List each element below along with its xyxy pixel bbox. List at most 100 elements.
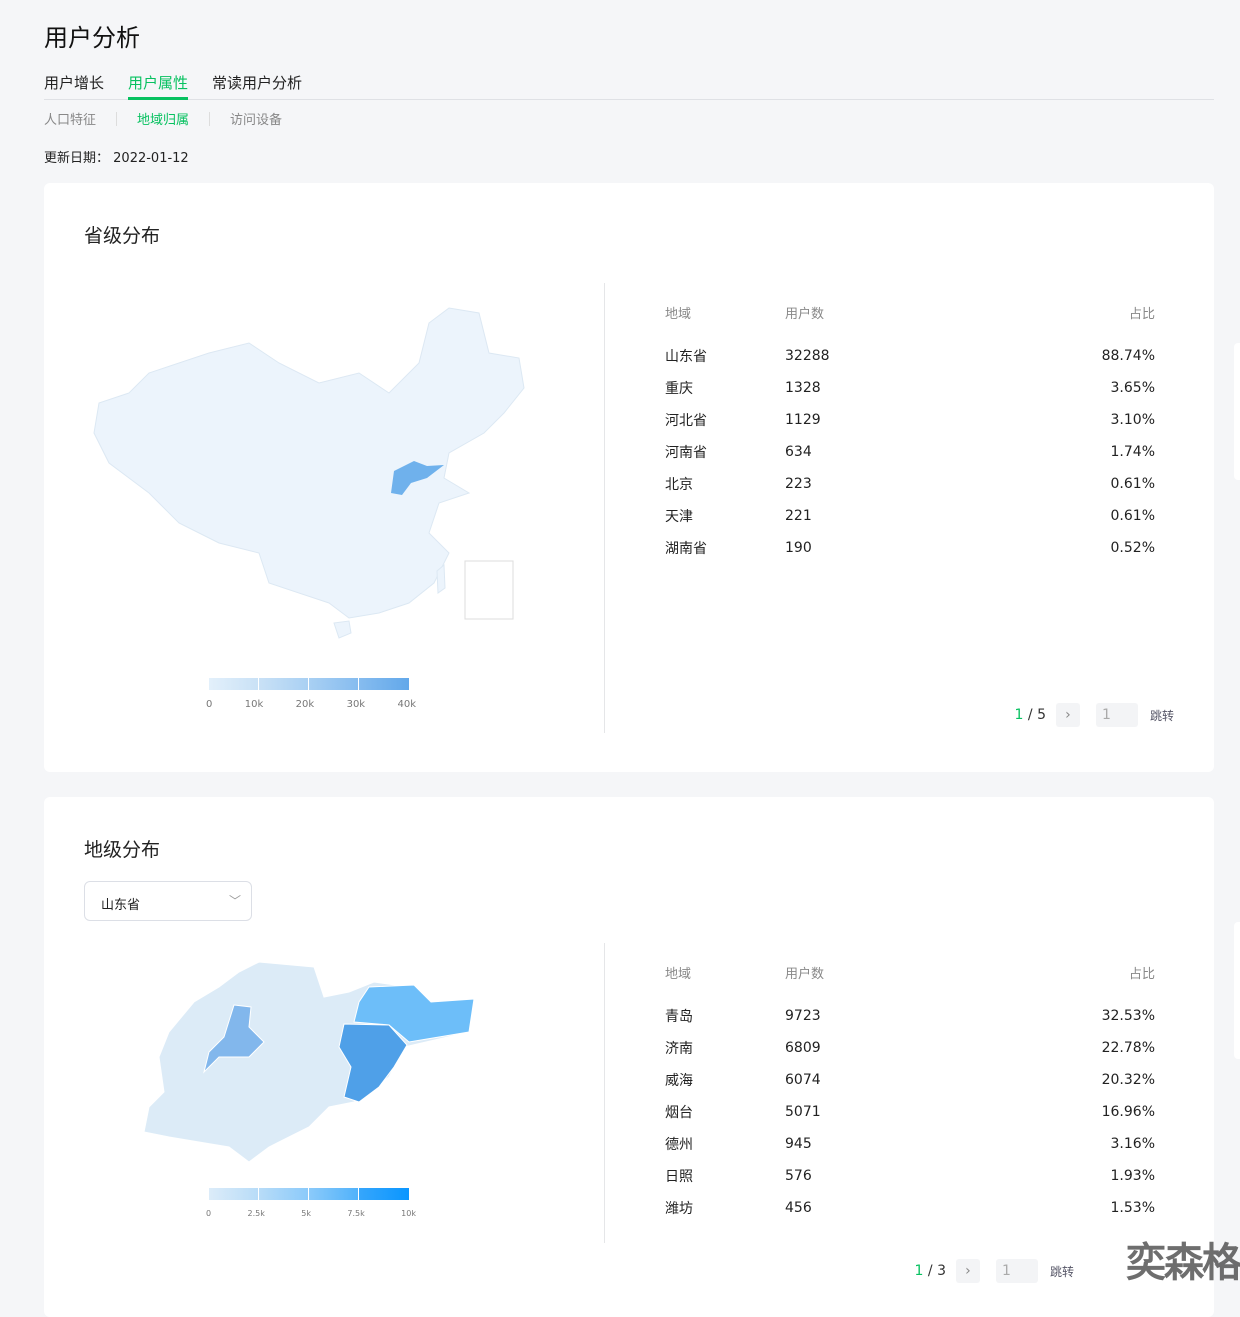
cell-ratio: 1.74% xyxy=(1110,444,1155,460)
divider xyxy=(604,943,605,1243)
subtab-devices[interactable]: 访问设备 xyxy=(230,113,283,128)
table-row: 济南 6809 22.78% xyxy=(665,1032,1155,1064)
cell-ratio: 3.65% xyxy=(1110,380,1155,396)
city-table: 地域 用户数 占比 青岛 9723 32.53% 济南 6809 22.78% 威海 6074 20… xyxy=(665,956,1155,1224)
hainan xyxy=(333,620,352,639)
china-map[interactable] xyxy=(89,303,529,643)
south-sea-inset xyxy=(464,560,514,620)
page-jump-input[interactable]: 1 xyxy=(995,1259,1038,1283)
cell-ratio: 1.53% xyxy=(1110,1200,1155,1216)
cell-users: 190 xyxy=(785,540,812,556)
header-region: 地域 xyxy=(665,966,692,982)
divider xyxy=(209,111,211,126)
table-header: 地域 用户数 占比 xyxy=(665,296,1155,328)
table-row: 北京 223 0.61% xyxy=(665,468,1155,500)
city-legend xyxy=(209,1188,410,1200)
cell-users: 6074 xyxy=(785,1072,821,1088)
table-row: 河南省 634 1.74% xyxy=(665,436,1155,468)
cell-region: 威海 xyxy=(665,1073,693,1089)
legend-seg xyxy=(309,1188,359,1200)
cell-ratio: 0.61% xyxy=(1110,476,1155,492)
cell-ratio: 16.96% xyxy=(1101,1104,1155,1120)
cell-ratio: 20.32% xyxy=(1101,1072,1155,1088)
tick: 7.5k xyxy=(347,1209,365,1218)
yantai-weihai xyxy=(353,984,475,1043)
divider xyxy=(604,283,605,733)
city-title: 地级分布 xyxy=(84,839,161,861)
tick: 0 xyxy=(206,1209,212,1218)
province-select[interactable]: 山东省 ﹀ xyxy=(84,881,252,921)
legend-seg xyxy=(309,678,359,690)
jump-button[interactable]: 跳转 xyxy=(1049,1264,1074,1279)
province-legend-ticks: 0 10k 20k 30k 40k xyxy=(206,699,416,710)
header-ratio: 占比 xyxy=(1128,306,1155,322)
watermark: 奕森格 xyxy=(1126,1240,1240,1286)
cell-region: 天津 xyxy=(665,509,693,525)
cell-users: 5071 xyxy=(785,1104,821,1120)
cell-region: 烟台 xyxy=(665,1105,693,1121)
legend-seg xyxy=(259,1188,309,1200)
tick: 0 xyxy=(206,699,213,710)
shandong-outline xyxy=(143,961,475,1163)
legend-seg xyxy=(259,678,309,690)
page-current: 1 xyxy=(914,1263,924,1279)
cell-region: 河南省 xyxy=(665,445,707,461)
main-tabs: 用户增长 用户属性 常读用户分析 xyxy=(44,72,1214,100)
next-page-button[interactable]: › xyxy=(955,1259,980,1283)
cell-users: 9723 xyxy=(785,1008,821,1024)
cell-users: 221 xyxy=(785,508,812,524)
table-row: 日照 576 1.93% xyxy=(665,1160,1155,1192)
table-row: 潍坊 456 1.53% xyxy=(665,1192,1155,1224)
tab-frequent-readers[interactable]: 常读用户分析 xyxy=(212,74,303,92)
cell-users: 1328 xyxy=(785,380,821,396)
subtab-region[interactable]: 地域归属 xyxy=(137,113,190,128)
cell-ratio: 3.16% xyxy=(1110,1136,1155,1152)
page-jump-input[interactable]: 1 xyxy=(1095,703,1138,727)
province-pager: 1 / 5 › 1 跳转 xyxy=(1015,703,1174,727)
dezhou xyxy=(203,1004,265,1074)
city-pager: 1 / 3 › 1 跳转 xyxy=(915,1259,1074,1283)
legend-seg xyxy=(209,1188,259,1200)
china-outline xyxy=(93,307,525,619)
shandong-region xyxy=(391,461,444,495)
legend-seg xyxy=(209,678,259,690)
taiwan xyxy=(436,563,446,594)
cell-region: 山东省 xyxy=(665,349,707,365)
tab-user-attributes[interactable]: 用户属性 xyxy=(128,72,189,100)
cell-ratio: 88.74% xyxy=(1101,348,1155,364)
jump-button[interactable]: 跳转 xyxy=(1149,708,1174,723)
next-page-button[interactable]: › xyxy=(1055,703,1080,727)
cell-region: 重庆 xyxy=(665,381,693,397)
header-users: 用户数 xyxy=(785,306,825,322)
cell-region: 青岛 xyxy=(665,1009,693,1025)
header-ratio: 占比 xyxy=(1128,966,1155,982)
page-total: / 3 xyxy=(927,1263,946,1279)
update-date: 更新日期： 2022-01-12 xyxy=(44,147,189,166)
table-row: 湖南省 190 0.52% xyxy=(665,532,1155,564)
province-title: 省级分布 xyxy=(84,225,161,247)
tick: 40k xyxy=(397,699,416,710)
tick: 2.5k xyxy=(247,1209,265,1218)
tab-user-growth[interactable]: 用户增长 xyxy=(44,74,105,92)
shandong-map[interactable] xyxy=(139,957,479,1172)
side-panel-tab[interactable] xyxy=(1234,922,1240,1059)
cell-region: 济南 xyxy=(665,1041,693,1057)
tick: 10k xyxy=(244,699,264,710)
qingdao xyxy=(338,1023,408,1103)
tick: 20k xyxy=(295,699,315,710)
tick: 30k xyxy=(346,699,366,710)
table-row: 山东省 32288 88.74% xyxy=(665,340,1155,372)
cell-ratio: 32.53% xyxy=(1101,1008,1155,1024)
tick: 5k xyxy=(301,1209,311,1218)
cell-users: 32288 xyxy=(785,348,830,364)
cell-ratio: 0.61% xyxy=(1110,508,1155,524)
cell-users: 1129 xyxy=(785,412,821,428)
cell-region: 河北省 xyxy=(665,413,707,429)
cell-region: 湖南省 xyxy=(665,541,707,557)
update-value: 2022-01-12 xyxy=(113,151,189,166)
update-label: 更新日期： xyxy=(44,151,110,166)
page-total: / 5 xyxy=(1027,707,1046,723)
cell-region: 德州 xyxy=(665,1137,693,1153)
side-panel-tab[interactable] xyxy=(1234,343,1240,480)
subtab-demographics[interactable]: 人口特征 xyxy=(44,113,97,128)
